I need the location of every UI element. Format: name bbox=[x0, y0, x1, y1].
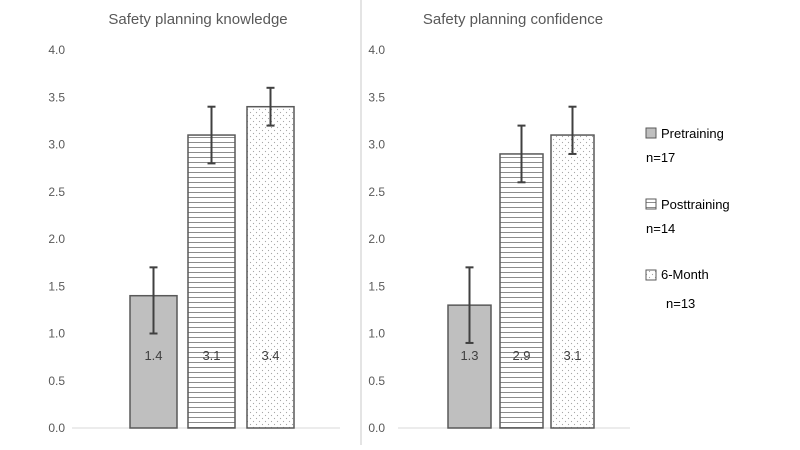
bar-6-month bbox=[246, 105, 295, 429]
legend-n-count: n=14 bbox=[646, 221, 675, 236]
y-tick-label: 0.5 bbox=[48, 374, 65, 388]
data-label: 3.1 bbox=[202, 348, 220, 363]
y-tick-label: 1.5 bbox=[48, 279, 65, 293]
bar-posttraining bbox=[187, 134, 236, 429]
legend-item-6-month: 6-Month n=13 bbox=[645, 267, 709, 311]
y-tick-label: 0.5 bbox=[368, 374, 385, 388]
legend-n-count: n=13 bbox=[666, 296, 695, 311]
chart-title: Safety planning confidence bbox=[423, 11, 603, 28]
legend-swatch bbox=[645, 127, 657, 139]
chart-panels: Safety planning knowledge 0.0 0.5 1.0 1.5 2.0… bbox=[48, 0, 630, 445]
y-tick-label: 2.5 bbox=[48, 185, 65, 199]
legend-label: Pretraining bbox=[661, 126, 724, 141]
y-tick-label: 4.0 bbox=[368, 43, 385, 57]
y-tick-label: 1.5 bbox=[368, 279, 385, 293]
y-tick-label: 2.0 bbox=[48, 232, 65, 246]
legend-item-posttraining: Posttraining n=14 bbox=[645, 197, 730, 236]
y-tick-label: 0.0 bbox=[368, 421, 385, 435]
data-label: 3.1 bbox=[563, 348, 581, 363]
y-tick-label: 3.0 bbox=[368, 138, 385, 152]
y-tick-label: 3.5 bbox=[48, 90, 65, 104]
data-label: 1.4 bbox=[144, 348, 162, 363]
legend-item-pretraining: Pretraining n=17 bbox=[645, 126, 724, 165]
legend-swatch bbox=[645, 198, 657, 210]
y-tick-label: 2.0 bbox=[368, 232, 385, 246]
legend-swatch bbox=[645, 269, 657, 281]
data-label: 1.3 bbox=[460, 348, 478, 363]
y-tick-label: 3.0 bbox=[48, 138, 65, 152]
y-tick-label: 4.0 bbox=[48, 43, 65, 57]
data-label: 3.4 bbox=[261, 348, 279, 363]
legend-n-count: n=17 bbox=[646, 150, 675, 165]
chart-legend: Pretraining n=17 Posttraining n=14 6-Month n=… bbox=[645, 126, 730, 311]
y-tick-label: 1.0 bbox=[368, 327, 385, 341]
y-tick-label: 0.0 bbox=[48, 421, 65, 435]
data-label: 2.9 bbox=[512, 348, 530, 363]
legend-label: Posttraining bbox=[661, 197, 730, 212]
bar-posttraining bbox=[499, 153, 544, 429]
y-tick-label: 1.0 bbox=[48, 327, 65, 341]
y-tick-label: 2.5 bbox=[368, 185, 385, 199]
legend-label: 6-Month bbox=[661, 267, 709, 282]
chart-panel-2: Safety planning confidence 0.0 0.5 1.0 1.5 2.… bbox=[368, 11, 630, 435]
chart-panel-1: Safety planning knowledge 0.0 0.5 1.0 1.5 2.0… bbox=[48, 11, 340, 435]
chart-title: Safety planning knowledge bbox=[108, 11, 287, 28]
y-tick-label: 3.5 bbox=[368, 90, 385, 104]
bar-6-month bbox=[550, 134, 595, 429]
